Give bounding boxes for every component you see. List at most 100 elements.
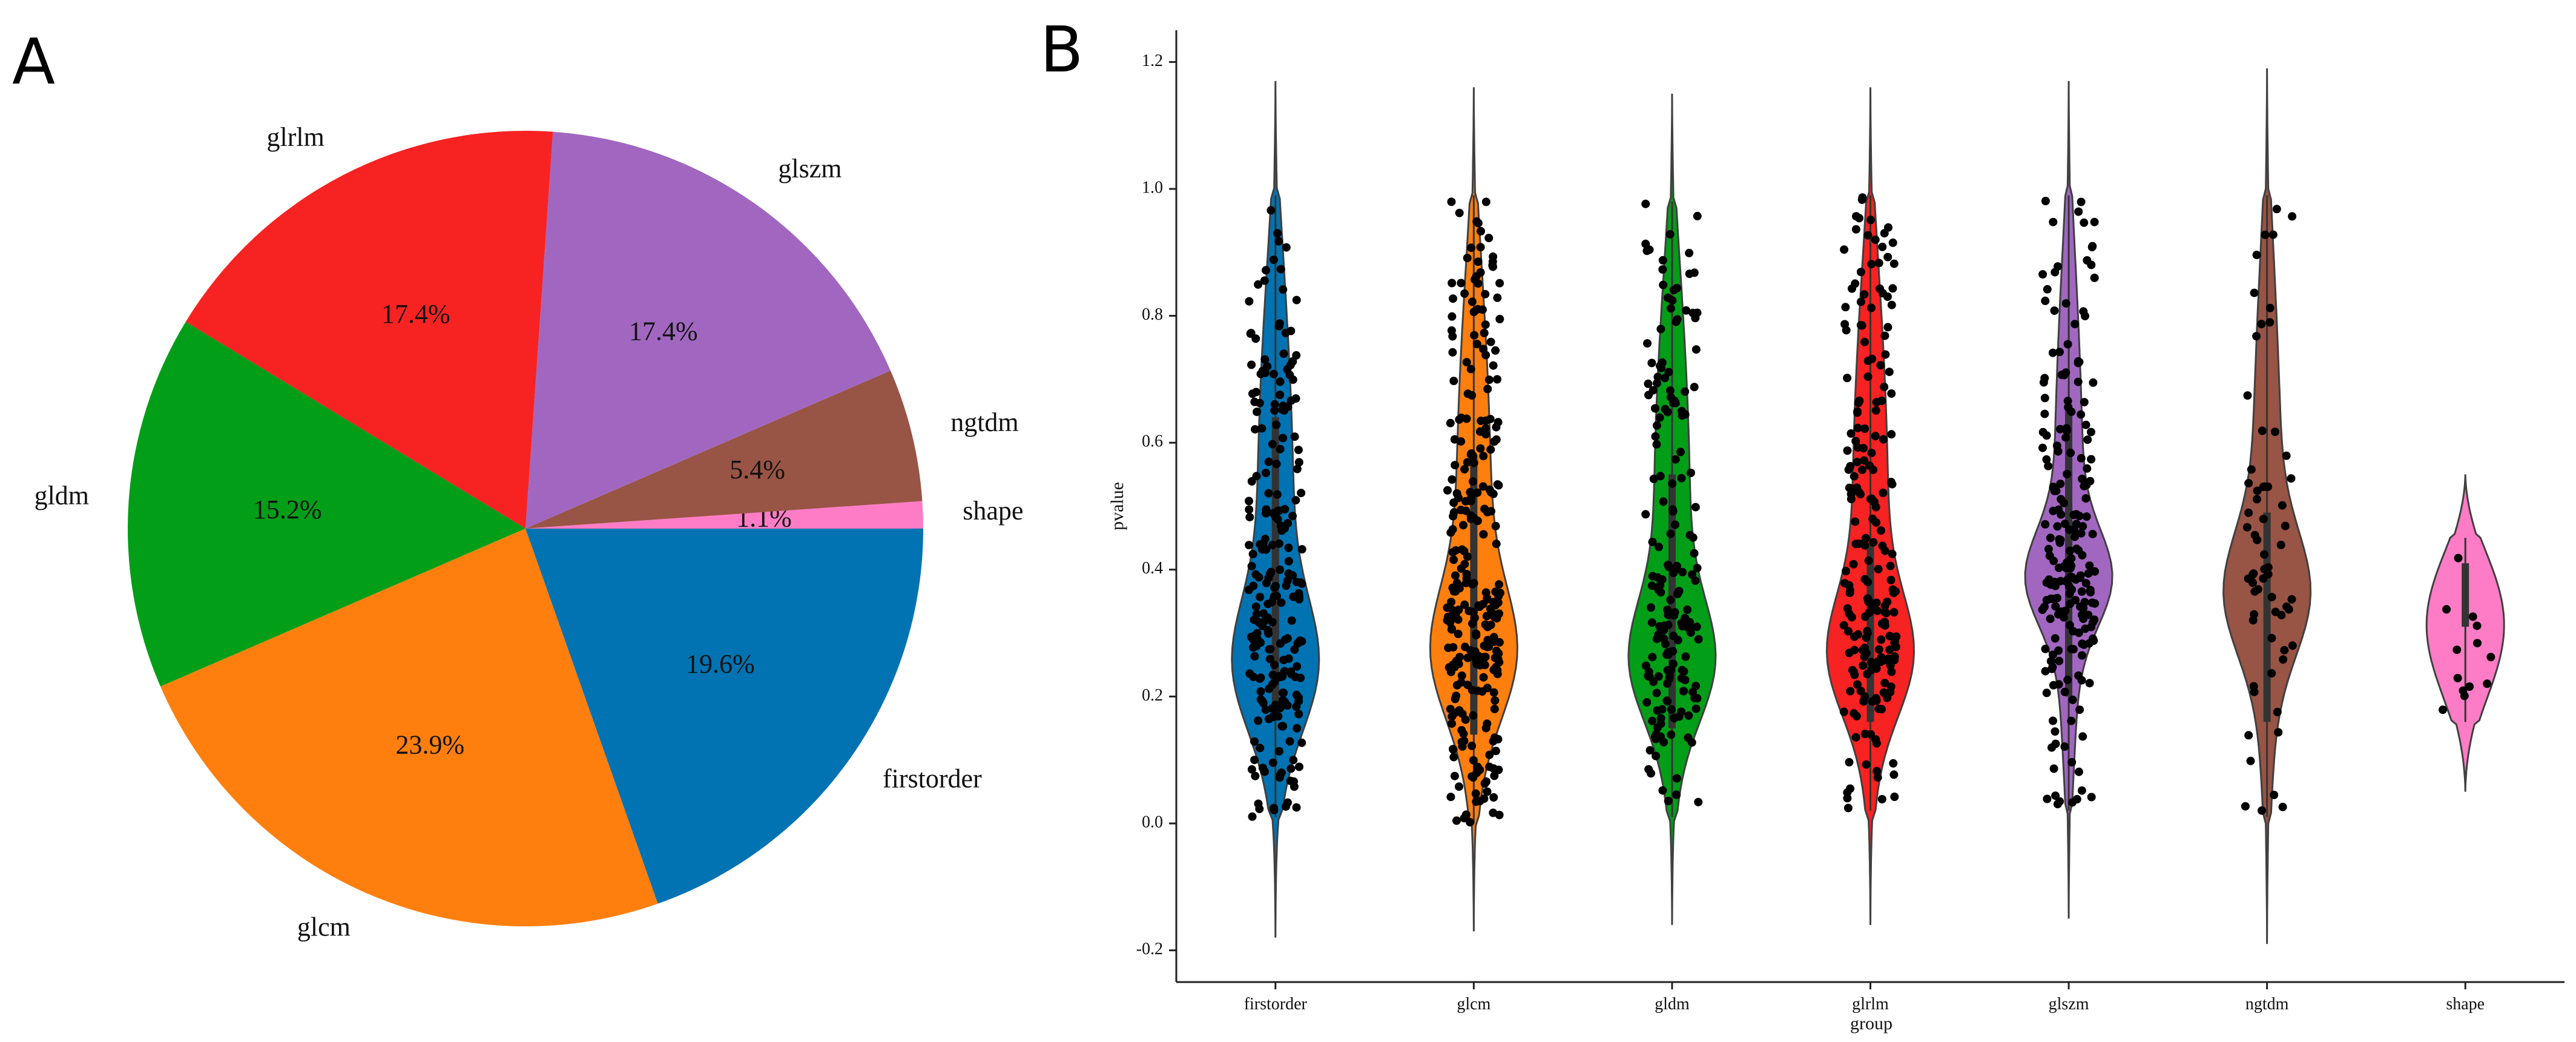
violin-point (2089, 378, 2098, 387)
violin-point (2276, 541, 2285, 549)
violin-points-glrlm (1839, 193, 1901, 813)
violin-point (1495, 658, 1504, 667)
violin-point (2264, 483, 2273, 491)
violin-point (1887, 667, 1896, 676)
violin-point (1481, 424, 1490, 433)
violin-point (2043, 285, 2052, 294)
violin-point (1656, 472, 1665, 481)
violin-point (1886, 561, 1895, 570)
panel-a-label: A (12, 25, 55, 99)
violin-point (1266, 655, 1274, 664)
violin-point (1483, 719, 1492, 728)
violin-point (1671, 520, 1680, 529)
violin-point (1272, 592, 1281, 601)
violin-point (1484, 234, 1494, 243)
violin-point (2066, 449, 2075, 457)
violin-point (1287, 616, 1296, 625)
violin-point (1256, 744, 1265, 753)
violin-point (1652, 440, 1661, 449)
violin-point (2278, 501, 2287, 510)
violin-point (2063, 675, 2072, 684)
violin-point (1877, 795, 1886, 803)
violin-point (1276, 566, 1284, 574)
violin-point (1444, 643, 1453, 652)
violin-point (2041, 644, 2050, 653)
violin-point (1457, 678, 1466, 687)
violin-point (2287, 474, 2296, 483)
pie-chart: 1.1% shape5.4%ngtdm17.4%glszm17.4%glrlm15… (35, 122, 1024, 941)
violin-point (1654, 585, 1663, 594)
violin-point (1457, 726, 1466, 735)
violin-point (2077, 197, 2086, 206)
violin-point (2041, 667, 2050, 676)
pie-pct-label-glcm: 23.9% (395, 730, 464, 759)
violin-point (1843, 446, 1852, 455)
violin-point (1643, 339, 1652, 348)
violin-point (1688, 570, 1696, 579)
violin-point (1496, 589, 1504, 598)
violin-point (1885, 631, 1894, 641)
violin-point (1268, 618, 1277, 627)
pie-category-label-gldm: gldm (35, 481, 89, 510)
violin-point (1890, 652, 1899, 661)
violin-point (2253, 535, 2262, 544)
violin-point (2072, 510, 2081, 519)
violin-point (1452, 691, 1461, 701)
violin-point (1466, 450, 1475, 459)
violin-point (1270, 406, 1279, 415)
violin-point (1448, 348, 1457, 357)
violin-point (1474, 219, 1483, 228)
violin-point (2253, 486, 2262, 495)
violin-point (1871, 406, 1880, 415)
violin-point (1476, 243, 1485, 252)
violin-point (2267, 669, 2276, 678)
violin-point (1647, 769, 1655, 778)
violin-point (1670, 611, 1679, 620)
violin-point (1486, 445, 1495, 454)
violin-point (2250, 288, 2259, 297)
violin-point (2244, 479, 2253, 488)
violin-point (1659, 280, 1668, 289)
violin-point (1451, 571, 1460, 580)
violin-iqr-box-shape (2462, 563, 2469, 627)
violin-point (2249, 569, 2258, 578)
violin-point (2088, 530, 2097, 539)
violin-point (1460, 736, 1469, 745)
violin-point (1264, 457, 1273, 466)
violin-point (1455, 782, 1463, 791)
violin-point (1263, 362, 1272, 371)
violin-point (1477, 226, 1485, 236)
violin-point (1452, 489, 1461, 498)
violin-point (1286, 361, 1295, 369)
violin-point (2077, 453, 2086, 463)
violin-point (1641, 199, 1650, 208)
violin-point (1681, 387, 1690, 396)
violin-point (1448, 605, 1457, 615)
violin-point (1293, 662, 1302, 671)
violin-point (1455, 415, 1464, 424)
violin-point (2248, 578, 2257, 587)
violin-point (2086, 585, 2095, 595)
violin-point (1473, 762, 1482, 771)
violin-point (1464, 607, 1474, 616)
violin-point (2087, 793, 2096, 802)
violin-point (1458, 545, 1466, 554)
violin-point (1851, 517, 1860, 526)
violin-point (1248, 550, 1257, 559)
violin-points-gldm (1641, 199, 1703, 806)
violin-point (1479, 452, 1488, 461)
violin-point (1279, 401, 1288, 411)
violin-point (1867, 260, 1876, 269)
violin-point (2061, 299, 2070, 308)
violin-point (1280, 635, 1290, 644)
violin-point (1883, 252, 1892, 262)
violin-point (1867, 303, 1876, 312)
violin-point (2068, 695, 2077, 704)
violin-point (1289, 592, 1298, 601)
violin-point (1462, 574, 1471, 583)
violin-point (1472, 631, 1481, 640)
violin-point (1889, 608, 1899, 617)
violin-point (1479, 345, 1488, 354)
violin-point (1688, 533, 1698, 542)
violin-point (2056, 576, 2065, 585)
